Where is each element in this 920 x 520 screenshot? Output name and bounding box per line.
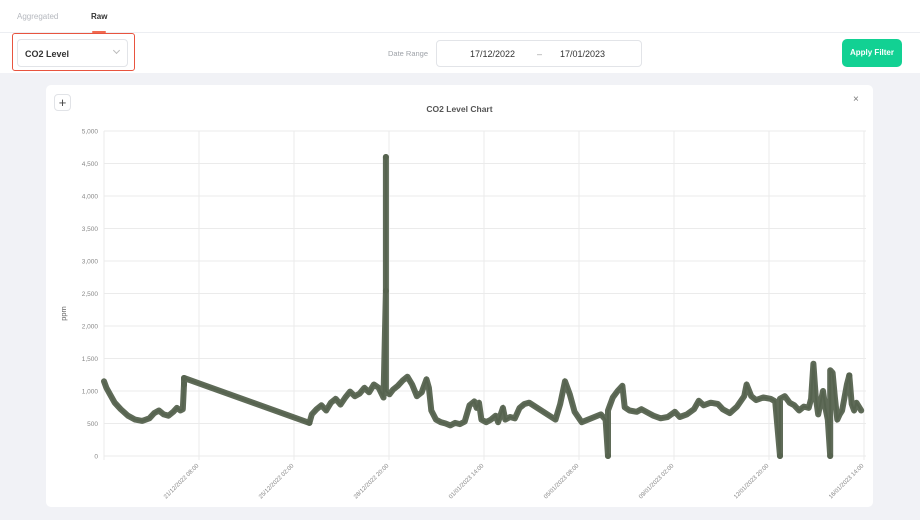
y-tick-label: 4,000 — [82, 194, 99, 201]
date-range-separator: – — [537, 49, 543, 59]
date-range-picker[interactable]: 17/12/2022 – 17/01/2023 — [436, 40, 642, 67]
x-tick-label: 01/01/2023 14:00 — [448, 463, 486, 501]
line-chart: 0 500 1,000 1,500 2,000 2,500 3,000 3,500 4,000 4… — [59, 129, 866, 501]
y-tick-label: 2,000 — [82, 324, 99, 331]
x-tick-label: 05/01/2023 08:00 — [543, 463, 581, 501]
data-point-marker[interactable] — [827, 453, 834, 459]
x-tick-label: 21/12/2022 08:00 — [163, 463, 201, 501]
data-point-marker[interactable] — [181, 381, 188, 388]
data-point-marker[interactable] — [181, 375, 188, 381]
data-point-marker[interactable] — [605, 453, 612, 459]
chart-title: CO2 Level Chart — [426, 104, 493, 114]
tab-raw[interactable]: Raw — [91, 12, 108, 21]
add-chart-button[interactable]: + — [54, 94, 71, 111]
data-point-marker[interactable] — [777, 453, 784, 459]
x-tick-label: 25/12/2022 02:00 — [258, 463, 296, 501]
data-point-marker[interactable] — [846, 372, 853, 379]
y-tick-label: 500 — [87, 421, 98, 428]
select-highlight-box — [12, 33, 135, 71]
y-tick-label: 1,000 — [82, 389, 99, 396]
metric-select-value: CO2 Level — [25, 49, 70, 59]
x-tick-label: 12/01/2023 20:00 — [733, 463, 771, 501]
x-tick-label: 16/01/2023 14:00 — [828, 463, 866, 501]
tab-bar: Aggregated Raw — [0, 0, 920, 33]
y-tick-label: 2,500 — [82, 291, 99, 298]
data-point-marker[interactable] — [306, 419, 313, 426]
y-tick-label: 3,000 — [82, 259, 99, 266]
chevron-down-icon — [112, 46, 121, 55]
y-tick-label: 5,000 — [82, 129, 99, 136]
y-tick-label: 4,500 — [82, 161, 99, 168]
y-axis-label: ppm — [59, 306, 68, 321]
start-date-input[interactable]: 17/12/2022 — [470, 49, 516, 59]
co2-series-band — [101, 154, 865, 459]
x-tick-label: 28/12/2022 20:00 — [353, 463, 391, 501]
end-date-input[interactable]: 17/01/2023 — [560, 49, 606, 59]
co2-series-line — [103, 157, 863, 457]
active-tab-indicator — [92, 31, 106, 33]
y-tick-label: 0 — [94, 454, 98, 461]
x-tick-label: 09/01/2023 02:00 — [638, 463, 676, 501]
apply-filter-button[interactable]: Apply Filter — [842, 39, 902, 67]
data-point-marker[interactable] — [382, 287, 389, 294]
y-tick-label: 3,500 — [82, 226, 99, 233]
tab-aggregated[interactable]: Aggregated — [17, 12, 59, 21]
chart-card: + CO2 Level Chart × 0 500 1,000 1,500 2,000 2… — [46, 85, 873, 507]
data-point-marker[interactable] — [382, 154, 389, 160]
date-range-label: Date Range — [388, 49, 429, 58]
y-tick-label: 1,500 — [82, 356, 99, 363]
close-icon[interactable]: × — [853, 94, 859, 105]
metric-select[interactable]: CO2 Level — [17, 39, 128, 67]
